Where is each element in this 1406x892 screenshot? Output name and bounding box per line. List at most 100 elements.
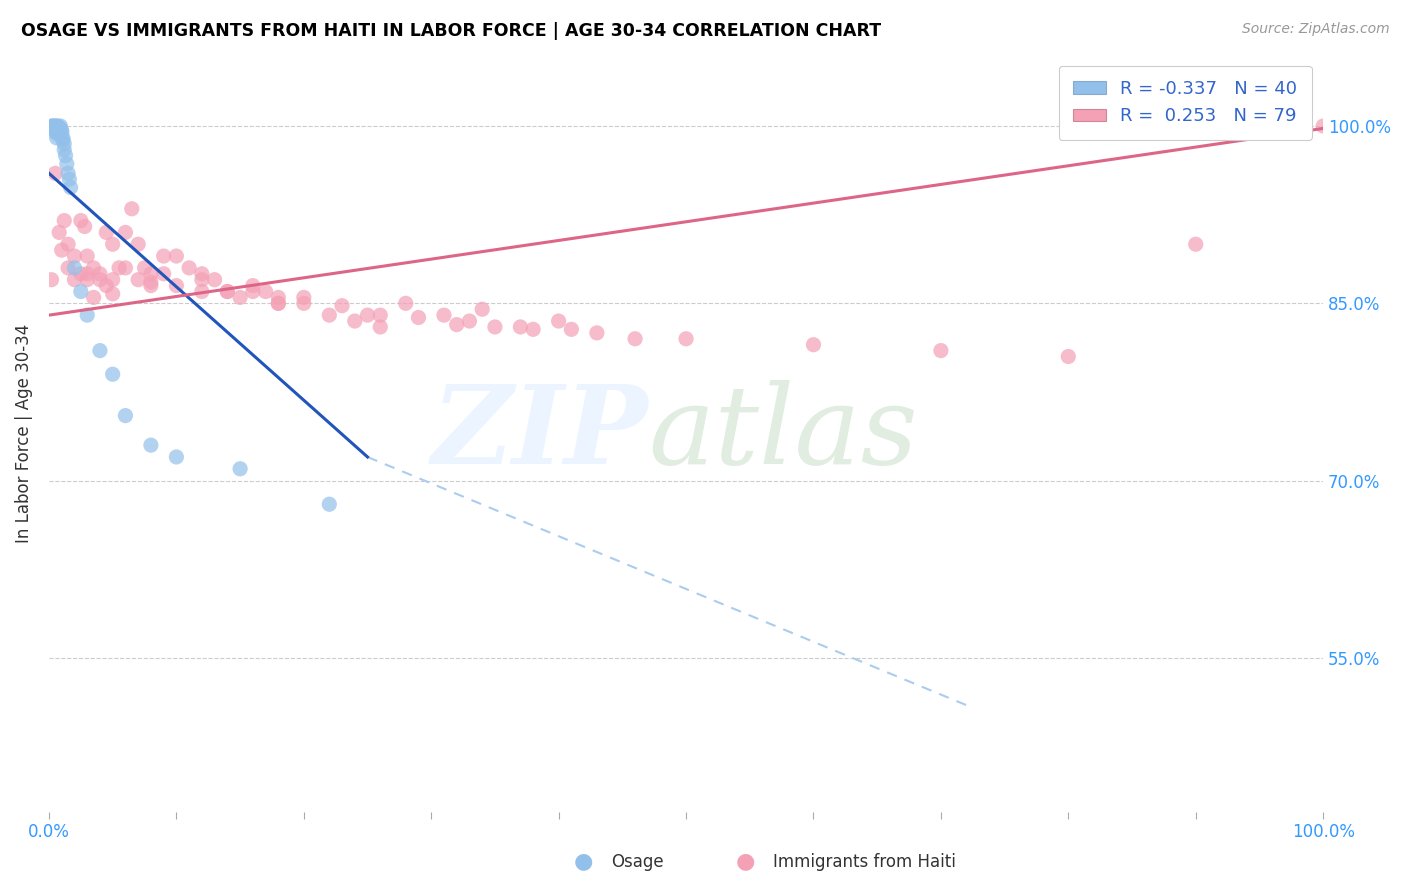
Point xyxy=(76,249,98,263)
Point xyxy=(217,285,239,299)
Point xyxy=(45,121,67,136)
Point xyxy=(51,124,73,138)
Point xyxy=(42,119,65,133)
Point xyxy=(152,267,174,281)
Text: ●: ● xyxy=(735,851,755,871)
Point xyxy=(73,219,96,234)
Point xyxy=(318,308,340,322)
Point xyxy=(48,125,70,139)
Point xyxy=(114,226,136,240)
Point xyxy=(108,260,131,275)
Point xyxy=(101,286,124,301)
Point xyxy=(114,260,136,275)
Point xyxy=(433,308,456,322)
Point xyxy=(59,180,82,194)
Point xyxy=(675,332,697,346)
Point xyxy=(318,497,340,511)
Point xyxy=(586,326,609,340)
Point xyxy=(89,273,111,287)
Text: ZIP: ZIP xyxy=(432,380,648,487)
Point xyxy=(41,273,63,287)
Point xyxy=(803,337,825,351)
Point xyxy=(343,314,366,328)
Point xyxy=(53,143,76,157)
Point xyxy=(45,125,67,139)
Point xyxy=(191,267,214,281)
Point xyxy=(139,438,162,452)
Point xyxy=(101,237,124,252)
Point xyxy=(44,125,66,139)
Point xyxy=(45,131,67,145)
Point xyxy=(42,121,65,136)
Point xyxy=(76,267,98,281)
Point xyxy=(52,133,75,147)
Point xyxy=(929,343,952,358)
Point xyxy=(76,308,98,322)
Point xyxy=(101,368,124,382)
Point xyxy=(368,308,391,322)
Point xyxy=(53,213,76,227)
Point xyxy=(42,121,65,136)
Point xyxy=(44,166,66,180)
Point xyxy=(69,285,91,299)
Point xyxy=(49,119,72,133)
Point xyxy=(49,121,72,136)
Point xyxy=(254,285,277,299)
Point xyxy=(51,125,73,139)
Point xyxy=(1057,350,1080,364)
Point xyxy=(522,322,544,336)
Point xyxy=(96,226,118,240)
Point xyxy=(471,302,494,317)
Point xyxy=(204,273,226,287)
Point xyxy=(356,308,378,322)
Point xyxy=(624,332,647,346)
Point xyxy=(139,267,162,281)
Point xyxy=(458,314,481,328)
Point xyxy=(56,166,79,180)
Point xyxy=(44,119,66,133)
Point xyxy=(44,121,66,136)
Text: Immigrants from Haiti: Immigrants from Haiti xyxy=(773,853,956,871)
Point xyxy=(134,260,156,275)
Point xyxy=(267,290,290,304)
Point xyxy=(56,157,79,171)
Point xyxy=(484,320,506,334)
Point xyxy=(83,290,105,304)
Point xyxy=(242,285,264,299)
Point xyxy=(121,202,143,216)
Point xyxy=(42,119,65,133)
Text: Source: ZipAtlas.com: Source: ZipAtlas.com xyxy=(1241,22,1389,37)
Point xyxy=(56,237,79,252)
Point xyxy=(58,172,80,186)
Point xyxy=(41,119,63,133)
Legend: R = -0.337   N = 40, R =  0.253   N = 79: R = -0.337 N = 40, R = 0.253 N = 79 xyxy=(1059,66,1312,139)
Point xyxy=(242,278,264,293)
Point xyxy=(368,320,391,334)
Point xyxy=(48,226,70,240)
Point xyxy=(52,131,75,145)
Point xyxy=(267,296,290,310)
Point xyxy=(217,285,239,299)
Point xyxy=(191,273,214,287)
Point xyxy=(139,278,162,293)
Point xyxy=(114,409,136,423)
Point xyxy=(127,273,149,287)
Point xyxy=(63,273,86,287)
Point xyxy=(179,260,201,275)
Point xyxy=(101,273,124,287)
Point xyxy=(63,260,86,275)
Point xyxy=(330,299,353,313)
Point xyxy=(96,278,118,293)
Point xyxy=(83,260,105,275)
Point xyxy=(89,267,111,281)
Point xyxy=(63,249,86,263)
Point xyxy=(139,275,162,289)
Point xyxy=(76,273,98,287)
Y-axis label: In Labor Force | Age 30-34: In Labor Force | Age 30-34 xyxy=(15,324,32,543)
Point xyxy=(165,278,187,293)
Point xyxy=(69,267,91,281)
Point xyxy=(53,136,76,151)
Point xyxy=(55,148,77,162)
Point xyxy=(89,343,111,358)
Point xyxy=(292,296,315,310)
